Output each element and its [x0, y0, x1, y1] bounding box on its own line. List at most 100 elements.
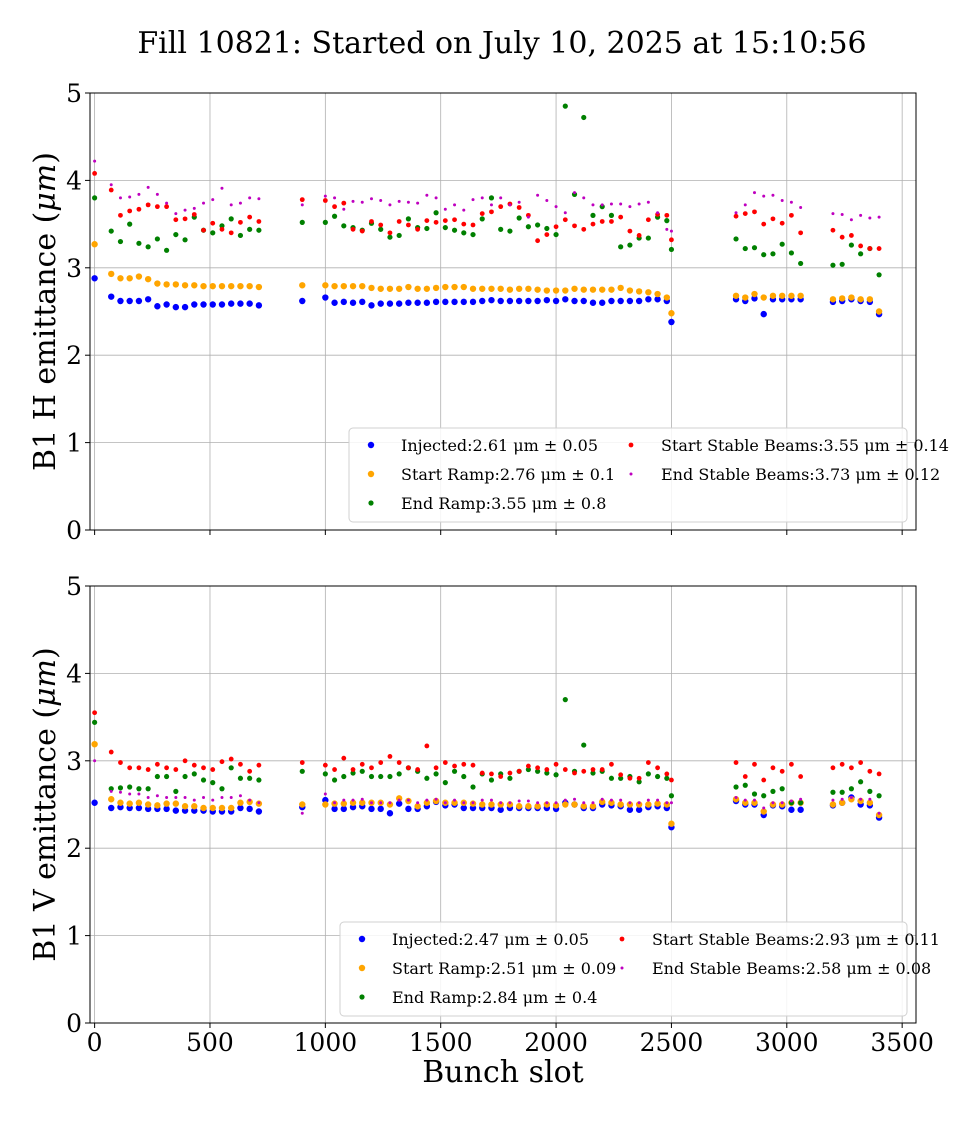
legend-entry: End Ramp:3.55 μm ± 0.8 [401, 494, 606, 513]
data-point [590, 212, 596, 218]
data-point [350, 770, 356, 776]
data-point [397, 199, 401, 203]
data-point [875, 308, 883, 315]
data-point [525, 224, 531, 230]
data-point [627, 228, 633, 234]
data-point [830, 262, 836, 268]
data-point [379, 199, 383, 203]
data-point [377, 300, 384, 307]
data-point [137, 792, 141, 796]
panel-B1H: 0 1 2 3 4 5 B1 H emittance (μm) Injected:2.61 μ… [28, 79, 949, 545]
data-point [769, 801, 777, 808]
data-point [218, 282, 226, 290]
data-point [742, 799, 749, 806]
data-point [127, 784, 133, 790]
data-point [488, 777, 495, 783]
data-point [322, 282, 329, 289]
data-point [628, 801, 632, 805]
data-point [799, 205, 803, 209]
x-tick-label: 2500 [640, 1028, 704, 1057]
data-point [780, 199, 784, 203]
x-tick-label: 3500 [870, 1028, 934, 1057]
y-axis-label-unit: μm [28, 659, 63, 707]
legend-marker [358, 964, 366, 972]
data-point [126, 800, 133, 807]
data-point [761, 793, 767, 799]
data-point [669, 777, 674, 783]
data-point [479, 216, 485, 222]
data-point [228, 282, 235, 290]
data-point [830, 227, 836, 233]
data-point [480, 798, 484, 802]
data-point [323, 792, 327, 796]
data-point [517, 200, 521, 204]
data-point [516, 205, 522, 210]
data-point [544, 767, 550, 772]
data-point [192, 798, 196, 802]
data-point [387, 230, 393, 236]
data-point [378, 222, 384, 228]
data-point [228, 230, 234, 236]
data-point [839, 234, 845, 240]
data-point [668, 793, 675, 799]
data-point [760, 808, 767, 815]
legend: Injected:2.61 μm ± 0.05 Start Ramp:2.76 μ… [348, 427, 949, 523]
data-point [351, 798, 355, 802]
data-point [92, 171, 98, 176]
data-point [386, 810, 394, 817]
data-point [779, 220, 785, 226]
data-point [479, 801, 486, 808]
data-point [499, 801, 503, 805]
data-point [848, 242, 854, 248]
data-point [386, 801, 394, 808]
data-point [779, 768, 785, 774]
data-point [359, 768, 365, 774]
data-point [434, 797, 438, 801]
data-point [497, 801, 504, 808]
data-point [599, 219, 605, 224]
data-point [470, 762, 476, 768]
data-point [201, 765, 206, 771]
data-point [154, 761, 160, 767]
data-point [498, 226, 504, 232]
data-point [145, 202, 151, 208]
data-point [645, 217, 651, 223]
data-point [761, 221, 767, 227]
legend-marker [368, 500, 374, 506]
data-point [155, 794, 159, 798]
data-point [181, 282, 189, 289]
data-point [665, 801, 669, 805]
data-point [183, 208, 187, 212]
data-point [571, 285, 578, 292]
data-point [164, 773, 170, 780]
data-point [543, 801, 551, 808]
data-point [563, 211, 567, 215]
data-point [760, 294, 767, 301]
data-point [789, 212, 794, 218]
data-point [515, 803, 523, 810]
data-point [425, 798, 429, 802]
data-point [858, 243, 864, 249]
data-point [552, 802, 560, 809]
legend-entry: Start Ramp:2.76 μm ± 0.1 [401, 465, 615, 484]
data-point [118, 196, 122, 200]
data-point [779, 241, 785, 247]
data-point [770, 765, 776, 771]
data-point [117, 785, 124, 791]
series-start-stable-beams [92, 710, 882, 783]
data-point [349, 282, 357, 290]
data-point [608, 212, 615, 218]
data-point [479, 297, 486, 305]
legend-entry: Start Ramp:2.51 μm ± 0.09 [392, 959, 616, 978]
data-point [248, 196, 252, 200]
data-point [442, 298, 449, 306]
data-point [664, 775, 670, 781]
data-point [797, 806, 804, 813]
data-point [489, 798, 493, 802]
data-point [331, 213, 338, 219]
data-point [581, 114, 587, 121]
data-point [571, 297, 578, 305]
data-point [386, 300, 394, 307]
data-point [600, 203, 604, 207]
data-point [635, 288, 643, 295]
